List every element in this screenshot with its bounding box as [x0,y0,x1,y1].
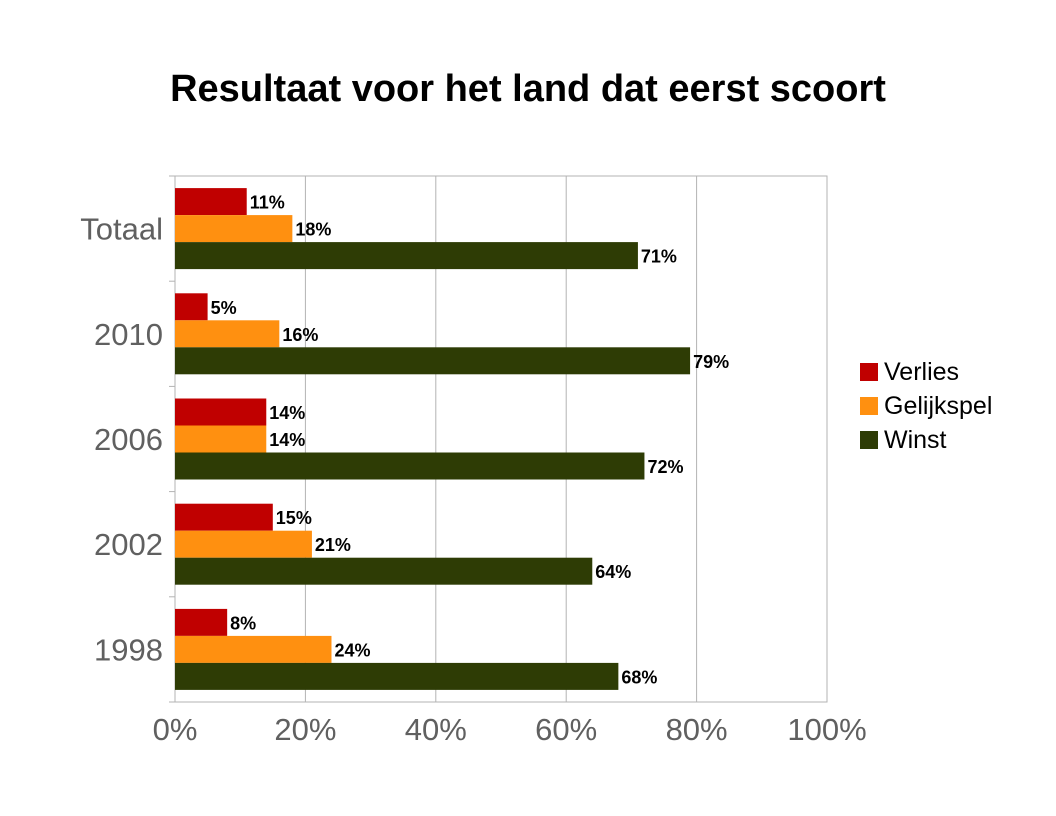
legend-swatch [860,363,878,381]
bar-gelijkspel [175,425,267,453]
legend-label: Winst [884,426,947,454]
bar-verlies [175,608,228,636]
bar-winst [175,452,645,480]
x-tick-label: 40% [405,712,467,747]
bar-winst [175,557,593,585]
x-tick-label: 20% [274,712,336,747]
x-tick-label: 100% [787,712,866,747]
bar-verlies [175,188,247,216]
data-label: 5% [211,298,237,318]
data-label: 64% [595,562,631,582]
data-label: 18% [295,220,331,240]
data-label: 24% [334,640,370,660]
legend-swatch [860,397,878,415]
legend-label: Gelijkspel [884,392,992,420]
bar-gelijkspel [175,530,312,558]
bar-verlies [175,503,273,531]
bar-gelijkspel [175,215,293,243]
bar-winst [175,242,638,270]
bar-verlies [175,293,208,321]
data-label: 21% [315,535,351,555]
bar-winst [175,347,691,375]
data-label: 14% [269,430,305,450]
data-label: 16% [282,325,318,345]
data-label: 68% [621,667,657,687]
category-label: 2006 [94,422,163,457]
data-label: 14% [269,403,305,423]
data-label: 8% [230,613,256,633]
chart-title: Resultaat voor het land dat eerst scoort [170,68,886,110]
data-label: 79% [693,352,729,372]
category-label: Totaal [80,212,163,247]
data-label: 15% [276,508,312,528]
bar-gelijkspel [175,635,332,663]
category-label: 2010 [94,317,163,352]
bar-gelijkspel [175,320,280,348]
x-tick-label: 0% [153,712,198,747]
bar-verlies [175,398,267,426]
x-tick-label: 80% [666,712,728,747]
category-label: 1998 [94,632,163,667]
data-label: 72% [647,457,683,477]
legend-swatch [860,431,878,449]
data-label: 11% [250,193,285,213]
data-label: 71% [641,247,677,267]
legend-label: Verlies [884,358,959,386]
bar-winst [175,662,619,690]
category-label: 2002 [94,527,163,562]
x-tick-label: 60% [535,712,597,747]
